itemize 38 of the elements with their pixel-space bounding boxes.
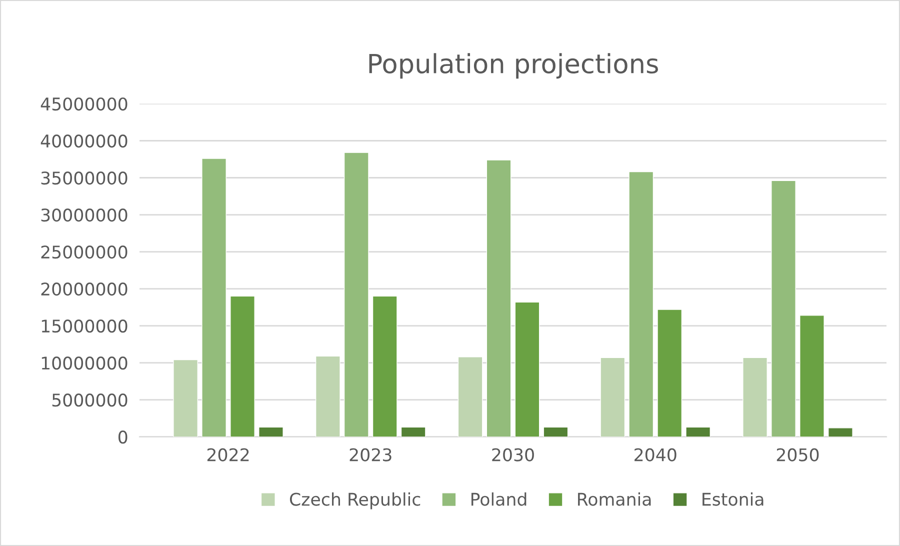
bar <box>202 158 226 437</box>
y-tick-label: 45000000 <box>40 97 128 111</box>
y-tick-label: 15000000 <box>42 319 128 333</box>
bar <box>173 359 198 437</box>
bar <box>372 296 398 437</box>
bar <box>800 315 824 437</box>
legend-label: Czech Republic <box>290 492 420 510</box>
x-tick-label: 2030 <box>492 448 534 462</box>
bar <box>400 426 426 437</box>
bar <box>657 309 682 437</box>
y-tick-label: 30000000 <box>41 208 128 222</box>
y-tick-label: 40000000 <box>40 134 128 148</box>
y-tick-label: 35000000 <box>41 171 128 185</box>
x-tick-label: 2023 <box>350 448 392 462</box>
chart-title: Population projections <box>369 53 658 79</box>
y-tick-label: 20000000 <box>41 282 128 296</box>
x-tick-label: 2050 <box>776 448 819 462</box>
y-tick-label: 5000000 <box>52 394 128 407</box>
legend-label: Romania <box>578 492 651 506</box>
bar <box>628 171 654 437</box>
bar <box>315 356 340 437</box>
y-tick-label: 25000000 <box>41 245 128 259</box>
bar <box>543 426 568 437</box>
y-tick-label: 10000000 <box>42 356 128 370</box>
legend-label: Poland <box>471 492 526 506</box>
bar <box>458 356 483 437</box>
x-tick-label: 2040 <box>634 448 676 462</box>
bar <box>600 357 626 437</box>
bar <box>514 302 540 437</box>
bar <box>486 160 512 437</box>
bar <box>344 152 369 437</box>
bar <box>686 426 711 437</box>
y-tick-label: 0 <box>118 430 128 444</box>
legend-label: Estonia <box>702 492 764 506</box>
bar <box>230 296 255 437</box>
x-tick-label: 2022 <box>207 448 249 462</box>
bar <box>828 428 853 437</box>
bar <box>258 426 284 437</box>
